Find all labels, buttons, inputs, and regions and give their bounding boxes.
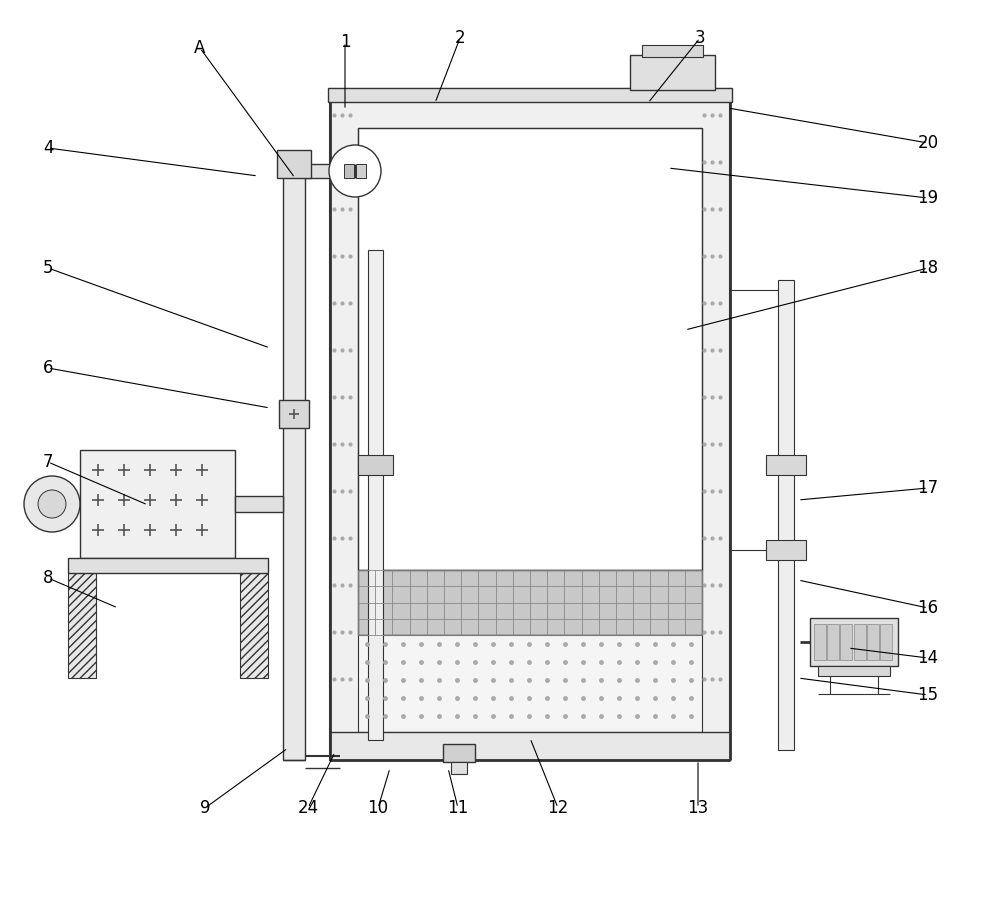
Text: 7: 7 xyxy=(43,453,53,471)
Text: 19: 19 xyxy=(917,189,939,207)
Bar xyxy=(358,455,393,475)
Bar xyxy=(814,624,826,660)
Text: 11: 11 xyxy=(447,799,469,817)
Text: 12: 12 xyxy=(547,799,569,817)
Text: 1: 1 xyxy=(340,33,350,51)
Bar xyxy=(344,164,354,178)
Bar xyxy=(330,732,730,760)
Text: 20: 20 xyxy=(917,134,939,152)
Bar xyxy=(80,450,235,558)
Bar xyxy=(279,400,309,428)
Circle shape xyxy=(24,476,80,532)
Text: 14: 14 xyxy=(917,649,939,667)
Bar xyxy=(827,624,839,660)
Bar xyxy=(305,164,332,178)
Text: 5: 5 xyxy=(43,259,53,277)
Bar xyxy=(451,762,467,774)
Text: A: A xyxy=(194,39,206,57)
Text: 8: 8 xyxy=(43,569,53,587)
Bar xyxy=(68,558,268,573)
Text: 17: 17 xyxy=(917,479,939,497)
Bar xyxy=(630,55,715,90)
Bar xyxy=(854,624,866,660)
Text: 2: 2 xyxy=(455,29,465,47)
Bar xyxy=(277,150,311,178)
Bar xyxy=(810,618,898,666)
Text: 3: 3 xyxy=(695,29,705,47)
Bar xyxy=(283,162,305,760)
Bar xyxy=(642,45,703,57)
Bar xyxy=(358,570,702,635)
Bar xyxy=(328,88,732,102)
Bar xyxy=(766,455,806,475)
Bar xyxy=(240,573,268,678)
Bar xyxy=(778,280,794,750)
Bar xyxy=(840,624,852,660)
Bar xyxy=(358,635,702,732)
Bar xyxy=(330,100,730,760)
Circle shape xyxy=(38,490,66,518)
Bar xyxy=(368,250,383,740)
Text: 9: 9 xyxy=(200,799,210,817)
Bar xyxy=(68,573,96,678)
Text: 18: 18 xyxy=(917,259,939,277)
Bar xyxy=(356,164,366,178)
Bar xyxy=(358,128,702,570)
Bar xyxy=(443,744,475,762)
Bar xyxy=(867,624,879,660)
Bar xyxy=(766,540,806,560)
Text: 4: 4 xyxy=(43,139,53,157)
Text: 24: 24 xyxy=(297,799,319,817)
Text: 15: 15 xyxy=(917,686,939,704)
Bar xyxy=(880,624,892,660)
Text: 13: 13 xyxy=(687,799,709,817)
Text: 6: 6 xyxy=(43,359,53,377)
Bar xyxy=(818,666,890,676)
Circle shape xyxy=(329,145,381,197)
Text: 16: 16 xyxy=(917,599,939,617)
Bar xyxy=(235,496,283,512)
Text: 10: 10 xyxy=(367,799,389,817)
